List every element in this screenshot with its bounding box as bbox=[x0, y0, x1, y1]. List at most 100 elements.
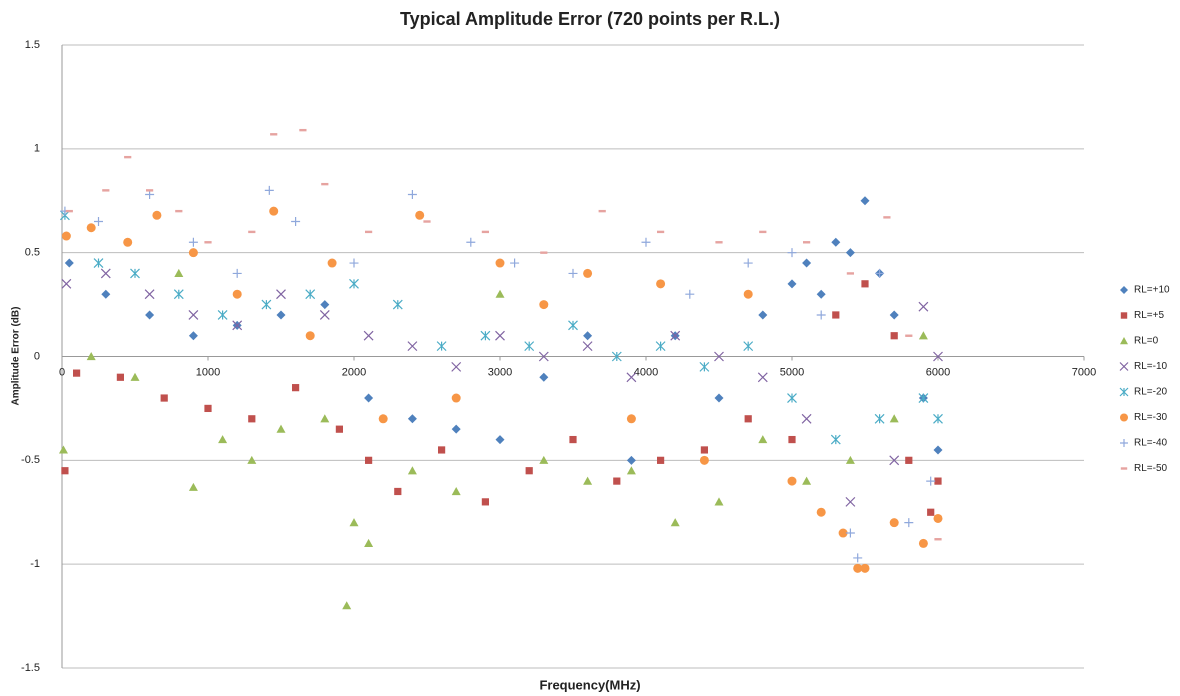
point bbox=[525, 467, 533, 475]
point bbox=[248, 415, 256, 423]
point bbox=[130, 268, 140, 279]
point bbox=[124, 155, 132, 159]
point bbox=[758, 435, 768, 444]
point bbox=[276, 289, 286, 300]
point bbox=[890, 332, 898, 340]
point bbox=[860, 563, 870, 573]
point bbox=[700, 446, 708, 454]
point bbox=[918, 331, 928, 340]
point bbox=[248, 230, 256, 234]
point bbox=[889, 310, 899, 320]
point bbox=[904, 518, 914, 528]
point bbox=[495, 258, 505, 268]
point bbox=[188, 237, 198, 247]
point bbox=[58, 445, 68, 454]
point bbox=[861, 280, 869, 288]
y-tick-label: 1.5 bbox=[25, 39, 40, 51]
point bbox=[218, 435, 228, 444]
point bbox=[93, 258, 104, 268]
point bbox=[232, 289, 242, 299]
point bbox=[838, 528, 848, 538]
point bbox=[832, 311, 840, 319]
point bbox=[874, 413, 885, 424]
legend-label: RL=-40 bbox=[1134, 438, 1168, 449]
point bbox=[299, 128, 307, 132]
point bbox=[123, 237, 133, 247]
point bbox=[905, 456, 913, 464]
point bbox=[598, 209, 606, 213]
legend-label: RL=0 bbox=[1134, 336, 1159, 347]
point bbox=[451, 424, 461, 434]
point bbox=[758, 310, 768, 320]
legend-marker bbox=[1120, 467, 1128, 470]
point bbox=[845, 528, 855, 538]
point bbox=[583, 331, 593, 341]
point bbox=[495, 289, 505, 298]
point bbox=[787, 248, 797, 258]
point bbox=[743, 258, 753, 268]
point bbox=[264, 185, 274, 195]
point bbox=[130, 372, 140, 381]
point bbox=[291, 217, 301, 227]
point bbox=[188, 248, 198, 258]
point bbox=[407, 414, 417, 424]
point bbox=[204, 404, 212, 413]
point bbox=[918, 393, 929, 403]
point bbox=[714, 393, 724, 403]
legend-label: RL=-20 bbox=[1134, 387, 1168, 398]
point bbox=[407, 466, 417, 475]
point bbox=[247, 455, 257, 464]
point bbox=[116, 373, 124, 381]
point bbox=[875, 268, 885, 278]
point bbox=[845, 496, 856, 507]
x-tick-label: 7000 bbox=[1072, 366, 1096, 378]
point bbox=[670, 518, 680, 527]
point bbox=[188, 331, 198, 341]
point bbox=[320, 300, 330, 310]
point bbox=[802, 476, 812, 485]
point bbox=[927, 508, 935, 516]
point bbox=[451, 486, 461, 496]
y-axis-title: Amplitude Error (dB) bbox=[11, 307, 22, 406]
point bbox=[816, 289, 826, 299]
point bbox=[524, 341, 535, 352]
point bbox=[757, 372, 768, 383]
point bbox=[305, 331, 315, 341]
point bbox=[883, 216, 891, 219]
point bbox=[407, 190, 417, 200]
point bbox=[743, 289, 753, 299]
point bbox=[538, 351, 549, 362]
point bbox=[759, 230, 767, 234]
point bbox=[173, 289, 184, 300]
point bbox=[101, 289, 111, 299]
point bbox=[102, 189, 110, 192]
point bbox=[715, 241, 723, 244]
point bbox=[480, 330, 491, 341]
point bbox=[933, 413, 943, 424]
point bbox=[816, 310, 826, 320]
point bbox=[481, 230, 489, 234]
point bbox=[569, 435, 577, 444]
point bbox=[510, 258, 520, 268]
point bbox=[319, 310, 330, 320]
legend-marker bbox=[1120, 337, 1128, 345]
point bbox=[160, 394, 168, 402]
point bbox=[918, 538, 928, 548]
point bbox=[363, 330, 374, 341]
point bbox=[933, 351, 943, 362]
point bbox=[714, 497, 724, 506]
point bbox=[364, 393, 374, 403]
point bbox=[276, 310, 286, 320]
point bbox=[641, 237, 651, 247]
point bbox=[582, 341, 593, 352]
point bbox=[86, 352, 96, 361]
point bbox=[802, 258, 812, 268]
point bbox=[232, 268, 242, 278]
point bbox=[845, 248, 855, 258]
point bbox=[261, 299, 272, 310]
point bbox=[934, 477, 942, 485]
point bbox=[626, 466, 636, 475]
point bbox=[451, 393, 461, 403]
point bbox=[816, 507, 826, 517]
